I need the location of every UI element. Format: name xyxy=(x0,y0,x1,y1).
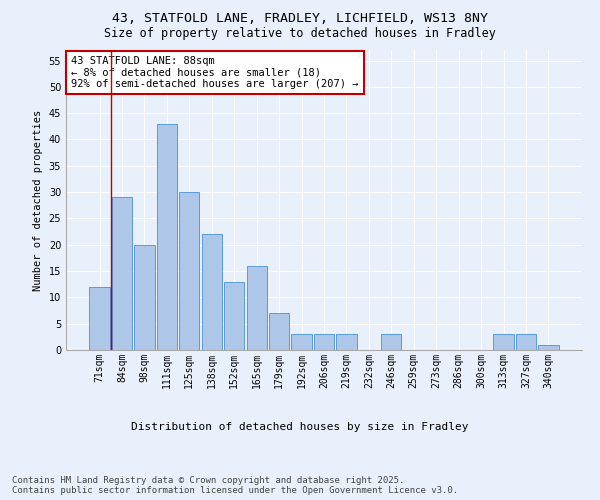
Bar xyxy=(157,124,177,350)
Text: Size of property relative to detached houses in Fradley: Size of property relative to detached ho… xyxy=(104,28,496,40)
Bar xyxy=(314,334,334,350)
Bar xyxy=(493,334,514,350)
Bar xyxy=(202,234,222,350)
Bar xyxy=(247,266,267,350)
Bar xyxy=(292,334,311,350)
Text: Distribution of detached houses by size in Fradley: Distribution of detached houses by size … xyxy=(131,422,469,432)
Bar xyxy=(337,334,356,350)
Y-axis label: Number of detached properties: Number of detached properties xyxy=(33,110,43,290)
Bar xyxy=(381,334,401,350)
Bar xyxy=(538,344,559,350)
Bar xyxy=(89,287,110,350)
Bar xyxy=(516,334,536,350)
Bar xyxy=(134,244,155,350)
Text: 43, STATFOLD LANE, FRADLEY, LICHFIELD, WS13 8NY: 43, STATFOLD LANE, FRADLEY, LICHFIELD, W… xyxy=(112,12,488,26)
Bar xyxy=(224,282,244,350)
Bar xyxy=(112,198,132,350)
Bar xyxy=(179,192,199,350)
Bar xyxy=(269,313,289,350)
Text: Contains HM Land Registry data © Crown copyright and database right 2025.
Contai: Contains HM Land Registry data © Crown c… xyxy=(12,476,458,495)
Text: 43 STATFOLD LANE: 88sqm
← 8% of detached houses are smaller (18)
92% of semi-det: 43 STATFOLD LANE: 88sqm ← 8% of detached… xyxy=(71,56,359,89)
